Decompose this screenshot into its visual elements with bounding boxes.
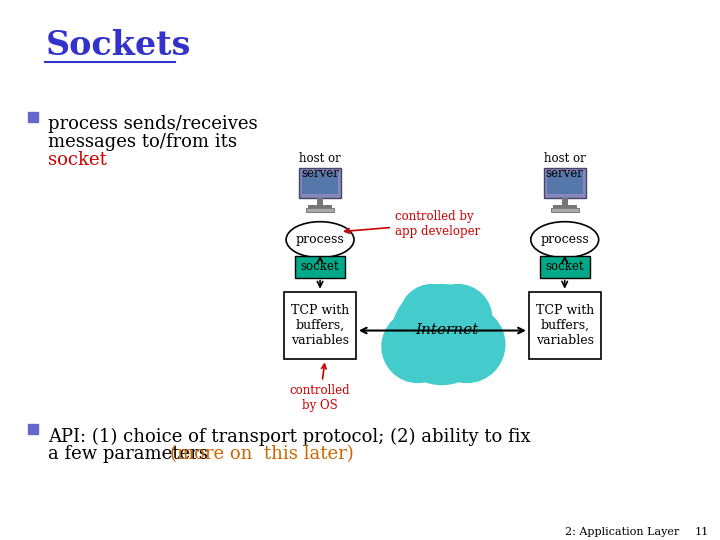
Circle shape bbox=[382, 310, 454, 382]
Text: socket: socket bbox=[301, 260, 339, 273]
Bar bbox=[29, 424, 38, 434]
Bar bbox=[544, 168, 585, 198]
Text: host or
server: host or server bbox=[300, 152, 341, 180]
Text: API: (1) choice of transport protocol; (2) ability to fix: API: (1) choice of transport protocol; (… bbox=[48, 427, 531, 446]
Text: host or
server: host or server bbox=[544, 152, 585, 180]
Bar bbox=[306, 208, 334, 212]
Bar bbox=[295, 255, 345, 278]
Bar bbox=[551, 208, 579, 212]
Bar bbox=[302, 172, 338, 194]
Bar bbox=[528, 292, 600, 360]
Text: TCP with
buffers,
variables: TCP with buffers, variables bbox=[291, 304, 349, 347]
Ellipse shape bbox=[531, 222, 598, 258]
Text: a few parameters: a few parameters bbox=[48, 446, 214, 463]
Circle shape bbox=[400, 285, 464, 348]
Text: process sends/receives: process sends/receives bbox=[48, 115, 258, 133]
Bar bbox=[540, 255, 590, 278]
Text: socket: socket bbox=[48, 151, 107, 169]
Bar bbox=[29, 112, 38, 122]
Text: process: process bbox=[540, 233, 589, 246]
Text: TCP with
buffers,
variables: TCP with buffers, variables bbox=[536, 304, 594, 347]
Text: socket: socket bbox=[546, 260, 584, 273]
Text: Sockets: Sockets bbox=[45, 29, 191, 62]
Text: Internet: Internet bbox=[415, 322, 479, 336]
Bar bbox=[562, 198, 567, 205]
Circle shape bbox=[424, 285, 492, 353]
Text: 2: Application Layer: 2: Application Layer bbox=[564, 527, 679, 537]
Text: process: process bbox=[296, 233, 344, 246]
Bar bbox=[308, 205, 332, 208]
Text: controlled by
app developer: controlled by app developer bbox=[345, 210, 480, 238]
Bar bbox=[299, 168, 341, 198]
Text: messages to/from its: messages to/from its bbox=[48, 133, 238, 151]
Text: (more on  this later): (more on this later) bbox=[170, 446, 354, 463]
Bar bbox=[553, 205, 577, 208]
Bar bbox=[546, 172, 582, 194]
Circle shape bbox=[392, 285, 492, 384]
Text: controlled
by OS: controlled by OS bbox=[289, 364, 351, 413]
Ellipse shape bbox=[286, 222, 354, 258]
Circle shape bbox=[429, 307, 505, 382]
Bar bbox=[284, 292, 356, 360]
Text: 11: 11 bbox=[695, 527, 708, 537]
Bar bbox=[317, 198, 323, 205]
